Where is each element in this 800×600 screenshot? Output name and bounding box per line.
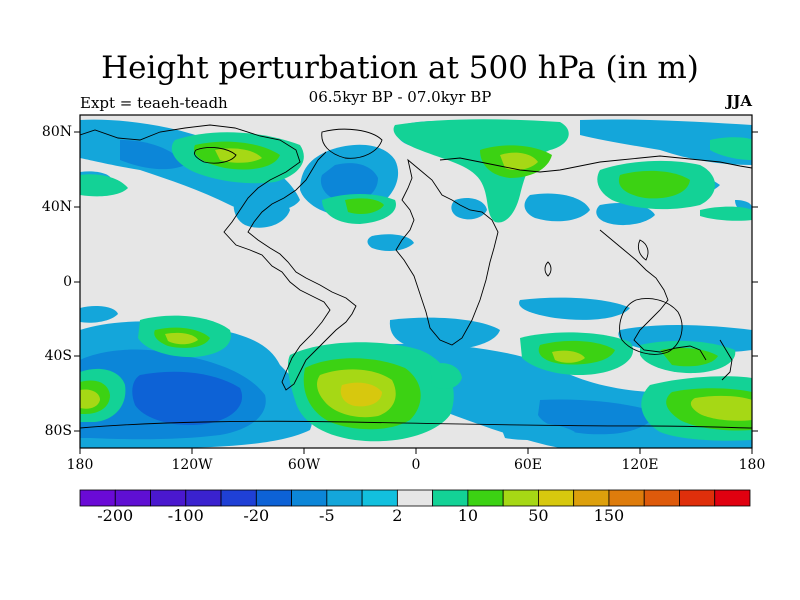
colorbar-swatch — [396, 489, 434, 507]
colorbar-swatch — [432, 489, 469, 507]
lon-label-60e: 60E — [513, 457, 543, 473]
colorbar-swatch — [255, 489, 292, 507]
colorbar-swatch — [361, 489, 398, 507]
lat-label-40s: 40S — [44, 348, 72, 364]
lon-label-180e: 180 — [738, 457, 766, 473]
lon-label-120w: 120W — [171, 457, 213, 473]
colorbar-label: 10 — [457, 506, 479, 525]
colorbar-swatch — [538, 489, 575, 507]
season-label: JJA — [726, 92, 752, 110]
lat-label-80n: 80N — [41, 124, 72, 140]
colorbar-swatch — [679, 489, 716, 507]
colorbar-label: -100 — [167, 506, 204, 525]
lat-label-0: 0 — [63, 274, 72, 290]
lon-ticks — [79, 448, 753, 454]
coastlines — [80, 124, 752, 429]
experiment-label: Expt = teaeh-teadh — [80, 94, 228, 112]
lon-label-120e: 120E — [621, 457, 659, 473]
lat-ticks — [74, 131, 758, 432]
colorbar-swatch — [643, 489, 680, 507]
colorbar-swatch — [502, 489, 539, 507]
lon-label-180w: 180 — [66, 457, 94, 473]
colorbar-swatch — [150, 489, 187, 507]
colorbar-label: -5 — [319, 506, 335, 525]
colorbar — [79, 489, 751, 507]
chart-title: Height perturbation at 500 hPa (in m) — [101, 50, 699, 86]
colorbar-label: -200 — [97, 506, 134, 525]
colorbar-swatch — [185, 489, 222, 507]
map-field — [80, 115, 752, 448]
colorbar-label: 50 — [528, 506, 549, 525]
colorbar-swatch — [291, 489, 328, 507]
lon-label-60w: 60W — [287, 457, 321, 473]
colorbar-label: -20 — [243, 506, 270, 525]
colorbar-swatch — [79, 489, 116, 507]
lat-label-40n: 40N — [41, 199, 72, 215]
colorbar-swatch — [714, 489, 751, 507]
colorbar-swatch — [114, 489, 151, 507]
lat-label-80s: 80S — [44, 423, 72, 439]
colorbar-swatch — [608, 489, 645, 507]
colorbar-swatch — [467, 489, 504, 507]
positive-anomaly-regions — [80, 119, 752, 442]
lon-label-0: 0 — [411, 457, 421, 473]
chart-subtitle: 06.5kyr BP - 07.0kyr BP — [308, 88, 492, 106]
colorbar-swatch — [220, 489, 257, 507]
colorbar-label: 2 — [392, 506, 403, 525]
colorbar-label: 150 — [593, 506, 625, 525]
colorbar-swatch — [573, 489, 610, 507]
colorbar-swatch — [326, 489, 363, 507]
